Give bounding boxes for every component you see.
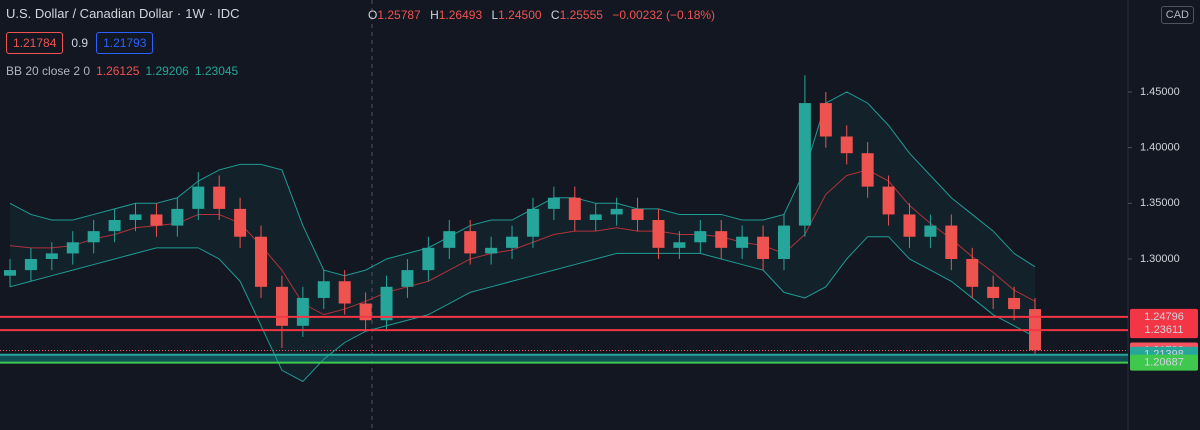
candle-body xyxy=(317,281,330,298)
candle-body xyxy=(777,225,790,259)
candle-body xyxy=(87,231,100,243)
indicator-name: BB 20 close 2 0 xyxy=(6,64,91,78)
spread: 0.9 xyxy=(71,36,89,50)
candle-body xyxy=(568,197,581,221)
candle-body xyxy=(275,286,288,326)
candle-body xyxy=(589,214,602,221)
candle-body xyxy=(171,208,184,226)
zone xyxy=(0,354,1128,363)
candle-body xyxy=(798,103,811,226)
candle-body xyxy=(234,208,247,237)
separator: · xyxy=(176,6,182,21)
band-fill xyxy=(10,91,1035,382)
buy-button[interactable]: 1.21793 xyxy=(96,32,154,54)
candle-body xyxy=(715,231,728,248)
candle-body xyxy=(945,225,958,259)
price-tag xyxy=(1130,308,1198,325)
candle-body xyxy=(966,258,979,287)
candle-body xyxy=(861,153,874,187)
candle-body xyxy=(924,225,937,237)
candle-body xyxy=(443,231,456,248)
y-tick-label: 1.30000 xyxy=(1140,253,1180,265)
key: O xyxy=(368,8,378,22)
candle-body xyxy=(338,281,351,304)
candle-body xyxy=(757,236,770,259)
price-tag-label: 1.20687 xyxy=(1144,357,1184,369)
candle-body xyxy=(903,214,916,237)
candle-body xyxy=(506,236,519,248)
value: 1.25555 xyxy=(559,8,603,22)
value: 1.24500 xyxy=(498,8,542,22)
price-tag xyxy=(1130,322,1198,339)
y-tick-label: 1.45000 xyxy=(1140,86,1180,98)
trade-panel: 1.21784 0.9 1.21793 xyxy=(6,32,154,54)
candle-body xyxy=(66,242,79,254)
price-tag xyxy=(1130,354,1198,371)
candle-body xyxy=(422,247,435,271)
price-tag-label: 1.23611 xyxy=(1145,324,1184,336)
candle-body xyxy=(24,258,37,271)
indicator-value: 1.29206 xyxy=(145,64,189,78)
band-lower xyxy=(9,236,1036,383)
candle-body xyxy=(547,197,560,209)
candle-body xyxy=(380,286,393,321)
candle-body xyxy=(485,247,498,254)
candle-body xyxy=(150,214,163,226)
candle-body xyxy=(736,236,749,248)
interval: 1W xyxy=(185,6,205,21)
symbol: U.S. Dollar / Canadian Dollar xyxy=(6,6,173,21)
candle-body xyxy=(192,186,205,209)
candle-body xyxy=(129,214,142,221)
candle-body xyxy=(296,297,309,326)
key: L xyxy=(491,8,499,22)
symbol-header[interactable]: U.S. Dollar / Canadian Dollar · 1W · IDC xyxy=(6,6,243,21)
currency[interactable]: CAD xyxy=(1160,6,1194,24)
exchange: IDC xyxy=(217,6,240,21)
candle-body xyxy=(673,242,686,248)
candle-body xyxy=(464,231,477,254)
candle-body xyxy=(45,253,58,259)
key: H xyxy=(430,8,439,22)
key: C xyxy=(550,8,560,22)
candle-body xyxy=(526,208,539,237)
ohlc: O1.25787 H1.26493 L1.24500 C1.25555 −0.0… xyxy=(368,8,721,22)
candle-body xyxy=(840,136,853,154)
candle-body xyxy=(1008,297,1021,310)
candle-body xyxy=(882,186,895,215)
change: −0.00232 (−0.18%) xyxy=(612,8,716,22)
value: 1.25787 xyxy=(377,8,421,22)
candle-body xyxy=(255,236,268,287)
indicator-legend[interactable]: BB 20 close 2 0 1.26125 1.29206 1.23045 xyxy=(6,64,244,78)
y-tick-label: 1.35000 xyxy=(1140,197,1180,209)
candle-body xyxy=(694,231,707,243)
separator: · xyxy=(208,6,214,21)
y-tick-label: 1.40000 xyxy=(1140,142,1180,154)
indicator-value: 1.26125 xyxy=(96,64,140,78)
candle-body xyxy=(652,220,665,248)
candle-body xyxy=(213,186,226,209)
candle-body xyxy=(4,270,16,276)
candle-body xyxy=(610,208,623,215)
candle-body xyxy=(401,270,414,287)
band-upper xyxy=(9,91,1036,277)
candle-body xyxy=(631,208,644,221)
sell-button[interactable]: 1.21784 xyxy=(6,32,64,54)
price-tag-label: 1.24796 xyxy=(1144,311,1184,323)
value: 1.26493 xyxy=(438,8,483,22)
indicator-value: 1.23045 xyxy=(194,64,239,78)
candle-body xyxy=(819,103,832,137)
candle-body xyxy=(987,286,1000,298)
candle-body xyxy=(108,220,121,232)
